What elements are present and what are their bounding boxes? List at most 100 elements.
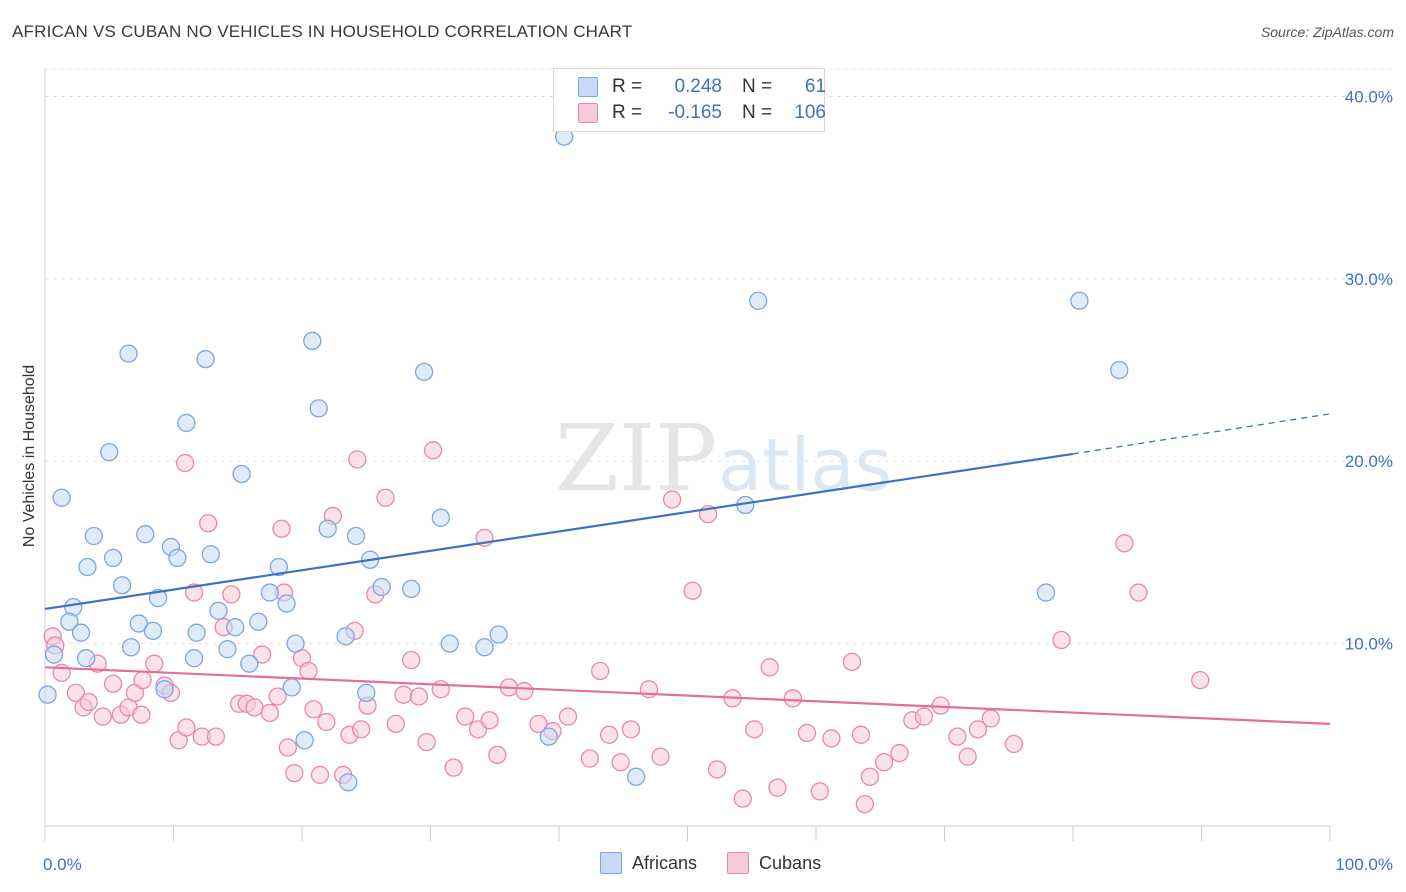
legend-row-africans: R = 0.248 N = 61 [578, 75, 826, 99]
data-point-cubans [745, 720, 764, 739]
data-point-cubans [79, 692, 98, 712]
data-point-cubans [145, 654, 164, 673]
data-point-cubans [515, 681, 534, 701]
data-point-africans [184, 649, 204, 668]
data-point-cubans [376, 488, 395, 507]
data-point-africans [44, 645, 64, 664]
data-point-cubans [662, 490, 682, 509]
data-point-cubans [66, 683, 85, 703]
legend-label-africans: Africans [632, 852, 698, 873]
data-point-africans [121, 638, 141, 657]
legend-n-value: 106 [794, 102, 826, 123]
legend-swatch-cubans [578, 103, 598, 123]
data-point-africans [440, 634, 459, 653]
data-point-africans [100, 442, 119, 462]
data-point-africans [336, 627, 355, 646]
legend-swatch-cubans [727, 852, 750, 874]
series-africans [38, 127, 1129, 792]
data-point-cubans [222, 585, 241, 604]
data-point-cubans [132, 705, 151, 724]
trend-line-africans-extension [1072, 413, 1331, 455]
data-point-africans [1070, 291, 1089, 310]
data-point-africans [112, 576, 132, 595]
data-point-cubans [456, 707, 475, 726]
data-point-africans [103, 548, 123, 568]
data-point-cubans [558, 707, 578, 726]
x-tick-label-min: 0.0% [43, 855, 82, 874]
data-point-africans [295, 731, 314, 750]
legend-label-cubans: Cubans [759, 852, 822, 873]
data-point-africans [260, 583, 280, 602]
data-point-cubans [1115, 534, 1134, 553]
tick-labels: 10.0% 20.0% 30.0% 40.0% 0.0% 100.0% [43, 87, 1393, 874]
data-point-cubans [914, 707, 934, 726]
data-point-cubans [590, 661, 610, 681]
data-point-africans [168, 548, 187, 568]
y-axis-label: No Vehicles in Household [21, 365, 38, 547]
data-point-cubans [1191, 670, 1210, 690]
data-point-cubans [1129, 583, 1148, 602]
data-point-africans [148, 588, 168, 608]
data-point-africans [201, 545, 220, 564]
data-point-cubans [285, 763, 304, 783]
data-point-africans [303, 331, 322, 351]
data-point-cubans [260, 703, 280, 723]
data-point-africans [177, 413, 196, 433]
y-tick-label: 20.0% [1345, 452, 1393, 471]
data-point-cubans [133, 670, 152, 690]
data-point-cubans [890, 743, 909, 763]
data-point-cubans [768, 778, 787, 797]
legend-item-africans: Africans [600, 852, 697, 874]
y-tick-label: 40.0% [1345, 87, 1393, 106]
data-point-cubans [103, 674, 123, 693]
data-point-cubans [529, 714, 548, 734]
data-point-cubans [611, 753, 630, 772]
data-point-cubans [348, 450, 367, 469]
data-point-africans [282, 678, 301, 697]
data-point-cubans [268, 687, 287, 706]
data-point-cubans [304, 700, 323, 719]
data-point-africans [232, 464, 251, 484]
data-point-cubans [488, 745, 507, 765]
data-point-africans [1036, 583, 1056, 602]
data-point-cubans [310, 765, 330, 785]
legend-r-value: -0.165 [668, 102, 722, 123]
data-point-cubans [394, 685, 413, 704]
data-point-cubans [431, 680, 450, 699]
legend-row-cubans: R = -0.165 N = 106 [578, 101, 826, 125]
data-point-cubans [175, 453, 195, 473]
legend-swatch-africans [578, 77, 598, 97]
data-point-cubans [317, 712, 336, 732]
data-point-cubans [822, 729, 841, 748]
trend-lines [44, 413, 1331, 725]
data-point-cubans [299, 661, 318, 681]
data-point-africans [626, 767, 646, 786]
data-point-cubans [968, 720, 988, 739]
data-point-cubans [683, 581, 702, 600]
data-point-africans [78, 557, 97, 577]
data-point-africans [475, 638, 494, 657]
data-point-cubans [402, 650, 421, 670]
data-point-africans [209, 601, 228, 620]
data-point-cubans [423, 441, 443, 460]
data-point-africans [749, 291, 768, 310]
grid-lines [45, 68, 1392, 645]
source-credit: Source: ZipAtlas.com [1260, 24, 1394, 40]
data-point-cubans [651, 747, 670, 766]
trend-line-africans [44, 452, 1074, 611]
data-point-cubans [206, 727, 226, 746]
data-point-cubans [981, 709, 1000, 728]
legend-item-cubans: Cubans [727, 852, 821, 874]
data-point-cubans [855, 794, 874, 814]
data-point-africans [71, 623, 91, 642]
data-point-cubans [707, 760, 727, 779]
data-point-cubans [621, 720, 641, 739]
data-point-africans [226, 618, 245, 637]
data-point-africans [372, 577, 391, 597]
data-point-africans [309, 399, 328, 418]
data-point-cubans [409, 687, 429, 706]
data-point-africans [129, 614, 148, 633]
data-point-cubans [351, 720, 371, 739]
legend-n-label: N = [742, 76, 773, 97]
data-point-cubans [1004, 734, 1024, 754]
